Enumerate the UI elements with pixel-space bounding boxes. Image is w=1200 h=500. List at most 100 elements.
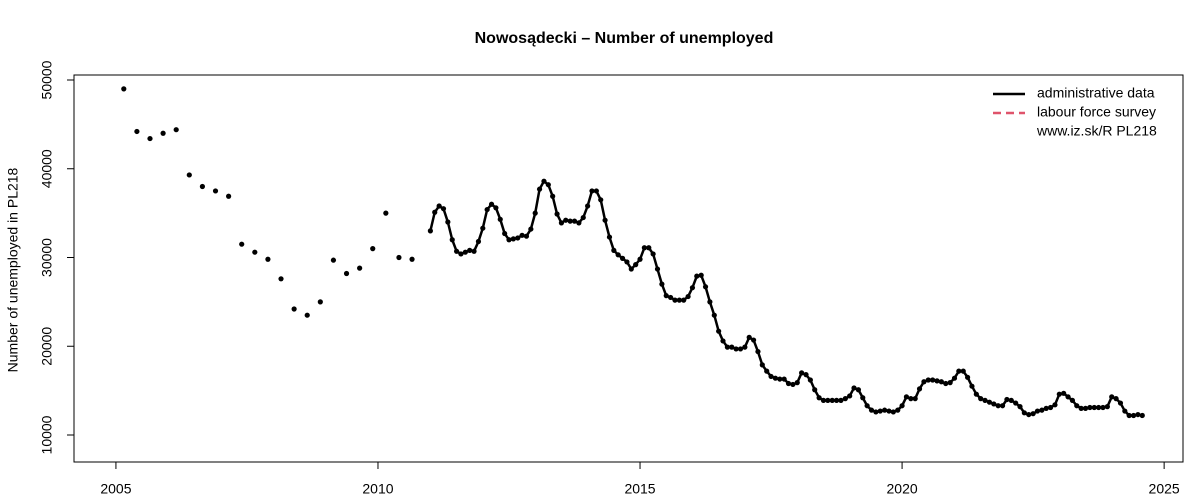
data-point: [536, 186, 543, 192]
data-point: [825, 397, 831, 403]
data-point: [409, 256, 415, 262]
data-point: [803, 372, 809, 378]
data-point: [908, 396, 914, 402]
data-point: [1017, 404, 1023, 410]
y-axis-title: Number of unemployed in PL218: [5, 167, 21, 372]
data-point: [1030, 411, 1036, 417]
data-point: [1013, 400, 1019, 406]
data-point: [589, 188, 595, 194]
data-point: [252, 249, 258, 255]
data-point: [781, 376, 787, 382]
y-tick-label: 20000: [39, 327, 55, 366]
data-point: [545, 182, 551, 188]
data-point: [729, 344, 735, 350]
data-point: [689, 285, 696, 291]
data-point: [462, 249, 468, 255]
y-tick-label: 50000: [39, 60, 55, 99]
data-point: [742, 344, 748, 350]
data-point: [982, 397, 988, 403]
data-point: [619, 255, 626, 261]
data-point: [921, 379, 927, 385]
data-point: [903, 394, 910, 400]
data-point: [947, 380, 953, 386]
data-point: [541, 178, 547, 184]
data-point: [842, 396, 848, 402]
data-point: [1065, 394, 1071, 400]
data-point: [991, 401, 997, 407]
data-point: [458, 251, 464, 257]
y-tick-label: 10000: [39, 415, 55, 454]
data-point: [199, 183, 206, 190]
data-point: [502, 230, 508, 237]
data-point: [571, 218, 578, 224]
data-point: [1052, 402, 1058, 408]
data-point: [493, 205, 499, 211]
data-point: [759, 362, 765, 368]
data-point: [226, 193, 232, 199]
data-point: [855, 387, 862, 393]
data-point: [816, 395, 822, 401]
data-point: [667, 294, 674, 301]
data-point: [304, 312, 310, 318]
data-point: [978, 396, 984, 402]
data-point: [1034, 408, 1041, 414]
data-point: [1130, 412, 1137, 419]
data-point: [785, 380, 792, 387]
plot-frame: [73, 74, 1184, 463]
data-point: [615, 252, 621, 258]
legend-label: labour force survey: [1037, 104, 1156, 120]
data-point: [628, 266, 634, 272]
data-point: [602, 217, 608, 223]
data-point: [1082, 405, 1089, 411]
data-point: [357, 265, 363, 271]
data-point: [278, 276, 284, 282]
data-point: [650, 251, 656, 257]
data-point: [427, 228, 433, 234]
data-point: [659, 281, 665, 287]
data-point: [847, 393, 853, 399]
data-point: [720, 338, 726, 344]
data-point: [1021, 410, 1027, 416]
data-point: [480, 225, 486, 231]
data-point: [938, 379, 944, 385]
data-point: [746, 334, 752, 340]
data-point: [764, 368, 770, 374]
data-point: [593, 188, 599, 194]
data-point: [890, 409, 896, 415]
data-point: [930, 377, 936, 383]
data-point: [147, 135, 153, 142]
data-point: [510, 236, 516, 242]
x-tick-label: 2020: [887, 481, 918, 497]
legend-label: administrative data: [1037, 85, 1155, 101]
data-point: [1039, 407, 1045, 413]
data-point: [864, 403, 870, 409]
data-point: [685, 293, 691, 300]
data-point: [580, 214, 586, 221]
data-point: [663, 293, 669, 299]
data-point: [532, 210, 538, 216]
data-point: [1139, 412, 1145, 419]
data-point: [1117, 400, 1124, 406]
data-point: [467, 247, 473, 253]
data-point: [1008, 397, 1014, 403]
data-point: [445, 219, 451, 225]
data-point: [1122, 408, 1128, 414]
data-point: [606, 234, 613, 240]
data-point: [807, 377, 813, 383]
data-point: [1004, 396, 1010, 403]
data-point: [999, 403, 1006, 409]
data-point: [812, 387, 818, 393]
x-tick-label: 2025: [1149, 481, 1180, 497]
data-point: [239, 241, 245, 247]
data-point: [515, 235, 521, 241]
data-point: [973, 391, 979, 397]
data-point: [681, 297, 687, 303]
data-point: [370, 246, 376, 252]
data-point: [934, 378, 940, 384]
data-point: [794, 380, 800, 386]
data-point: [449, 237, 455, 243]
data-point: [1043, 405, 1049, 411]
data-point: [851, 385, 857, 391]
data-point: [134, 128, 140, 135]
